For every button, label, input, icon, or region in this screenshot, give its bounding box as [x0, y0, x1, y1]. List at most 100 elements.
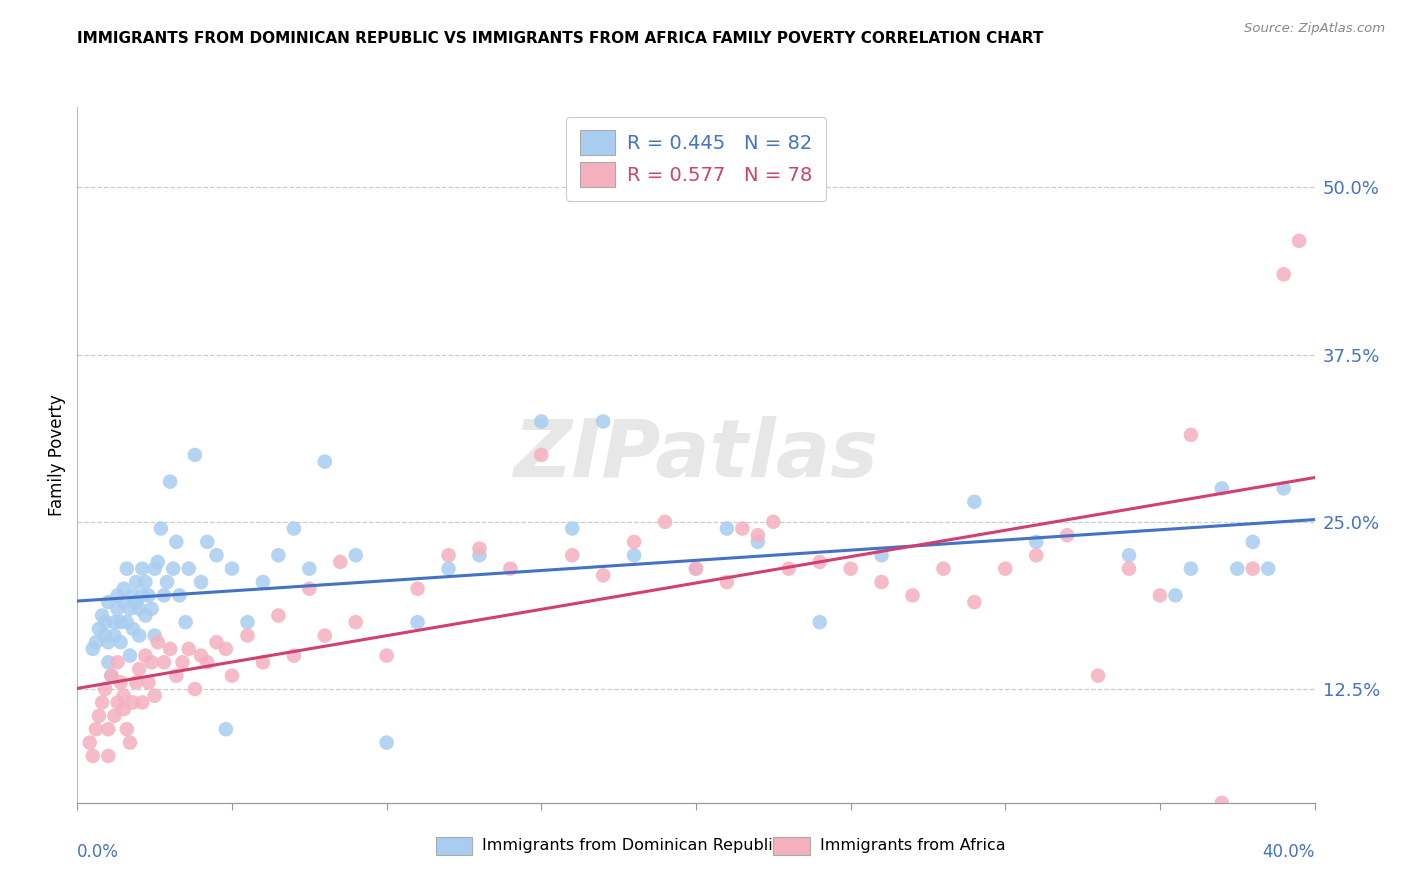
Point — [107, 602, 129, 616]
Point — [107, 589, 129, 603]
Point — [1118, 562, 1140, 576]
Text: Immigrants from Dominican Republic: Immigrants from Dominican Republic — [482, 838, 782, 853]
Point — [870, 575, 893, 590]
Point — [103, 615, 125, 630]
Point — [314, 455, 336, 469]
Point — [112, 689, 135, 703]
Point — [298, 582, 321, 596]
Point — [267, 608, 290, 623]
Point — [97, 749, 120, 764]
Point — [107, 655, 129, 669]
Point — [437, 548, 460, 563]
Point — [125, 575, 148, 590]
Point — [221, 562, 243, 576]
Point — [118, 602, 141, 616]
Point — [79, 735, 101, 749]
Point — [177, 562, 200, 576]
Point — [1087, 669, 1109, 683]
Point — [103, 708, 125, 723]
Text: IMMIGRANTS FROM DOMINICAN REPUBLIC VS IMMIGRANTS FROM AFRICA FAMILY POVERTY CORR: IMMIGRANTS FROM DOMINICAN REPUBLIC VS IM… — [77, 31, 1043, 46]
Point — [125, 595, 148, 609]
Point — [406, 582, 429, 596]
Point — [994, 562, 1017, 576]
Text: 40.0%: 40.0% — [1263, 843, 1315, 861]
Point — [205, 548, 228, 563]
Point — [236, 628, 259, 642]
Point — [499, 562, 522, 576]
Point — [94, 681, 117, 696]
Point — [122, 696, 145, 710]
Point — [177, 642, 200, 657]
Point — [778, 562, 800, 576]
Point — [901, 589, 924, 603]
Point — [134, 608, 156, 623]
Point — [468, 548, 491, 563]
Point — [165, 669, 187, 683]
Point — [84, 635, 107, 649]
Point — [808, 615, 831, 630]
Point — [146, 635, 169, 649]
Point — [468, 541, 491, 556]
Point — [963, 494, 986, 508]
Point — [839, 562, 862, 576]
Point — [115, 723, 138, 737]
Point — [112, 702, 135, 716]
Point — [592, 568, 614, 582]
Point — [190, 575, 212, 590]
Point — [1118, 548, 1140, 563]
Point — [103, 628, 125, 642]
Text: ZIPatlas: ZIPatlas — [513, 416, 879, 494]
Point — [149, 521, 172, 535]
Point — [174, 615, 197, 630]
Point — [165, 535, 187, 549]
Point — [1226, 562, 1249, 576]
Point — [375, 648, 398, 663]
Point — [236, 615, 259, 630]
Point — [134, 648, 156, 663]
Point — [195, 535, 218, 549]
Point — [153, 655, 176, 669]
Point — [100, 669, 122, 683]
Point — [808, 555, 831, 569]
Point — [1272, 268, 1295, 282]
Point — [122, 622, 145, 636]
Point — [1164, 589, 1187, 603]
Point — [731, 521, 754, 535]
Point — [115, 615, 138, 630]
Point — [716, 575, 738, 590]
Point — [82, 749, 104, 764]
Point — [215, 723, 238, 737]
Point — [184, 448, 207, 462]
Point — [195, 655, 218, 669]
Point — [84, 723, 107, 737]
Point — [115, 562, 138, 576]
Point — [932, 562, 955, 576]
Point — [437, 562, 460, 576]
Point — [87, 622, 110, 636]
Point — [110, 615, 132, 630]
Point — [110, 675, 132, 690]
Point — [283, 521, 305, 535]
Point — [131, 696, 153, 710]
Text: 0.0%: 0.0% — [77, 843, 120, 861]
Point — [1272, 482, 1295, 496]
Point — [1180, 428, 1202, 442]
Point — [94, 628, 117, 642]
Point — [252, 575, 274, 590]
Point — [1288, 234, 1310, 248]
Point — [94, 615, 117, 630]
Point — [82, 642, 104, 657]
Point — [100, 669, 122, 683]
Point — [97, 655, 120, 669]
Point — [375, 735, 398, 749]
Point — [1025, 548, 1047, 563]
Point — [143, 689, 166, 703]
Point — [153, 589, 176, 603]
Point — [112, 582, 135, 596]
Point — [112, 595, 135, 609]
Text: Immigrants from Africa: Immigrants from Africa — [820, 838, 1005, 853]
Point — [134, 575, 156, 590]
Point — [128, 602, 150, 616]
Point — [146, 555, 169, 569]
Point — [118, 648, 141, 663]
